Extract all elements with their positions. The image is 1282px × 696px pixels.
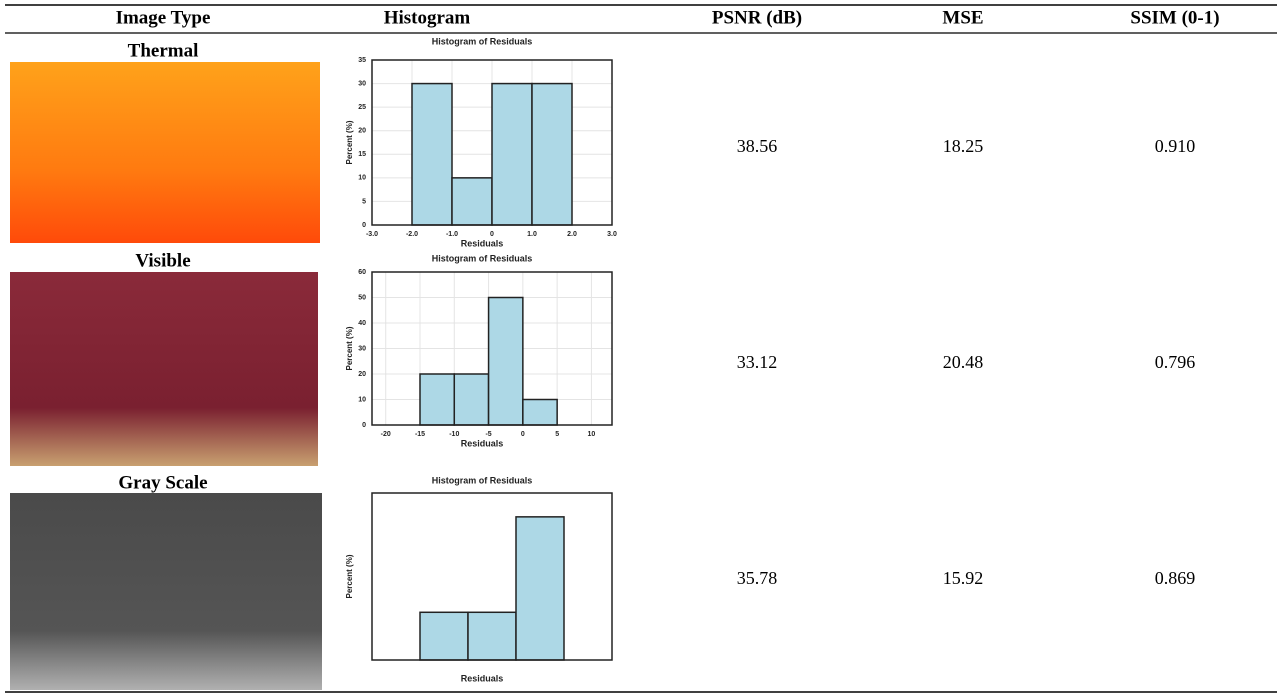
image-type: Visible xyxy=(135,250,190,271)
x-axis-label: Residuals xyxy=(461,673,504,683)
mse-value: 20.48 xyxy=(943,352,984,372)
x-tick-label: 3.0 xyxy=(607,231,617,238)
x-tick-label: -1.0 xyxy=(446,231,458,238)
header: Image Type xyxy=(116,7,211,28)
y-axis-label: Percent (%) xyxy=(345,326,354,370)
psnr-value: 38.56 xyxy=(737,136,778,156)
y-tick-label: 5 xyxy=(362,198,366,205)
ssim-value: 0.796 xyxy=(1155,352,1196,372)
histogram-bar xyxy=(532,84,572,225)
x-tick-label: -5 xyxy=(485,431,491,438)
x-tick-label: -10 xyxy=(449,431,459,438)
x-tick-label: 10 xyxy=(588,431,596,438)
x-tick-label: -20 xyxy=(381,431,391,438)
header: PSNR (dB) xyxy=(712,7,802,28)
y-tick-label: 30 xyxy=(358,80,366,87)
psnr-value: 35.78 xyxy=(737,568,778,588)
ssim-value: 0.910 xyxy=(1155,136,1196,156)
image-type: Thermal xyxy=(128,40,199,61)
mse-value: 15.92 xyxy=(943,568,984,588)
thermal-image xyxy=(10,62,320,243)
x-tick-label: 5 xyxy=(555,431,559,438)
y-axis-label: Percent (%) xyxy=(345,120,354,164)
x-tick-label: -2.0 xyxy=(406,231,418,238)
x-tick-label: 0 xyxy=(521,431,525,438)
psnr-value: 33.12 xyxy=(737,352,778,372)
header: SSIM (0-1) xyxy=(1130,7,1219,28)
y-tick-label: 0 xyxy=(362,422,366,429)
histogram-bar xyxy=(420,374,454,425)
histogram-bar xyxy=(412,84,452,225)
y-tick-label: 0 xyxy=(362,222,366,229)
y-tick-label: 40 xyxy=(358,320,366,327)
x-axis-label: Residuals xyxy=(461,438,504,448)
x-tick-label: -15 xyxy=(415,431,425,438)
header: Histogram xyxy=(384,7,471,28)
histogram-title: Histogram of Residuals xyxy=(432,36,533,46)
histogram-title: Histogram of Residuals xyxy=(432,253,533,263)
histogram-bar xyxy=(420,612,468,660)
page: {"table": { "headers": ["Image Type", "H… xyxy=(0,0,1282,696)
y-axis-label: Percent (%) xyxy=(345,554,354,598)
x-tick-label: 1.0 xyxy=(527,231,537,238)
histogram-bar xyxy=(489,298,523,426)
header: MSE xyxy=(942,7,983,28)
table-figure: Image Type Histogram PSNR (dB) MSE SSIM … xyxy=(0,0,1282,696)
histogram-bar xyxy=(492,84,532,225)
y-tick-label: 15 xyxy=(358,151,366,158)
visible-image xyxy=(10,272,318,466)
x-axis-label: Residuals xyxy=(461,238,504,248)
histogram-bar xyxy=(468,612,516,660)
y-tick-label: 20 xyxy=(358,371,366,378)
y-tick-label: 50 xyxy=(358,294,366,301)
y-tick-label: 25 xyxy=(358,104,366,111)
x-tick-label: 0 xyxy=(490,231,494,238)
ssim-value: 0.869 xyxy=(1155,568,1196,588)
grayscale-image xyxy=(10,493,322,690)
histogram-bar xyxy=(452,178,492,225)
histogram-bar xyxy=(516,517,564,660)
y-tick-label: 10 xyxy=(358,175,366,182)
y-tick-label: 20 xyxy=(358,128,366,135)
y-tick-label: 35 xyxy=(358,57,366,64)
mse-value: 18.25 xyxy=(943,136,984,156)
histogram-bar xyxy=(523,400,557,426)
histogram-title: Histogram of Residuals xyxy=(432,475,533,485)
x-tick-label: 2.0 xyxy=(567,231,577,238)
x-tick-label: -3.0 xyxy=(366,231,378,238)
y-tick-label: 10 xyxy=(358,396,366,403)
image-type: Gray Scale xyxy=(118,472,207,493)
y-tick-label: 30 xyxy=(358,345,366,352)
histogram-bar xyxy=(454,374,488,425)
y-tick-label: 60 xyxy=(358,269,366,276)
